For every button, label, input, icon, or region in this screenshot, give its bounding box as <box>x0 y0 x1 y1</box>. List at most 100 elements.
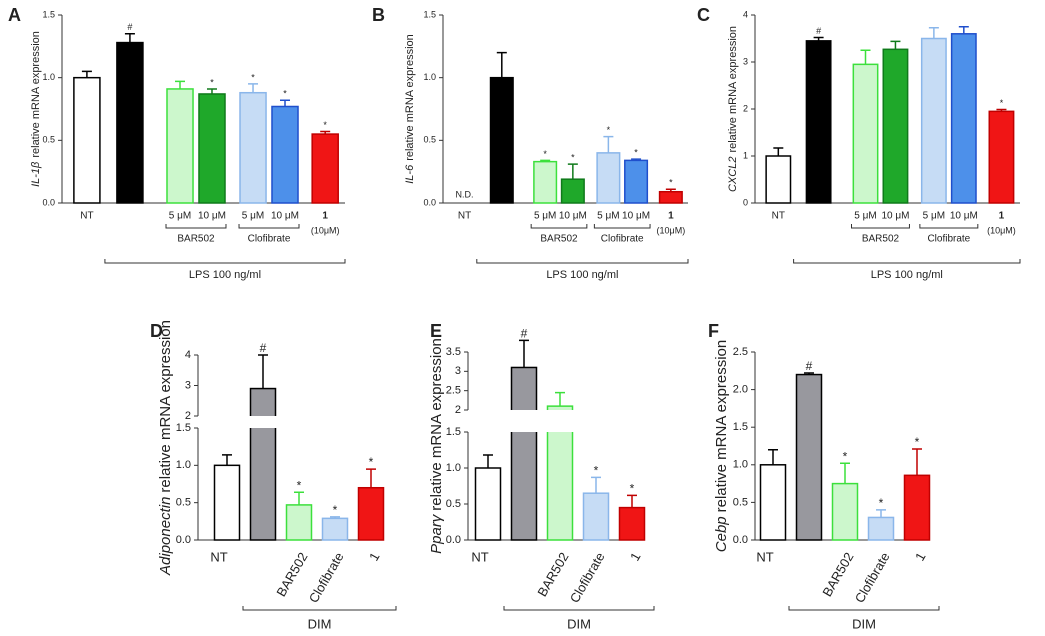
error-bar <box>555 391 565 407</box>
x-tick-label: 5 μM <box>923 211 945 222</box>
x-tick-label: 1 <box>999 211 1005 222</box>
y-tick-label: 1.5 <box>446 426 461 438</box>
y-tick-label: 0.0 <box>446 534 461 546</box>
group-bracket <box>530 224 588 229</box>
y-tick-label: 1.5 <box>733 421 748 433</box>
category-note: (10μM) <box>987 225 1016 235</box>
x-tick-label: 5 μM <box>169 211 191 222</box>
significance-marker: * <box>630 482 635 496</box>
bar <box>582 492 610 541</box>
bar <box>765 155 792 204</box>
error-bar <box>603 135 614 153</box>
y-label-gene: IL-6 <box>404 164 416 184</box>
y-label-text: relative mRNA expression <box>727 26 739 153</box>
x-tick-label: Clofibrate <box>306 550 347 606</box>
bar <box>658 190 683 204</box>
bar <box>271 105 299 204</box>
group-label: Clofibrate <box>248 234 291 245</box>
y-tick-label: 2.0 <box>733 384 748 396</box>
bar <box>357 486 385 541</box>
treatment-label: LPS 100 ng/ml <box>546 269 618 281</box>
error-bar <box>631 158 642 161</box>
error-bar <box>540 159 551 162</box>
y-label-gene: Pparγ <box>428 513 445 554</box>
y-axis-label: Cebp relative mRNA expression <box>713 340 730 552</box>
y-tick-label: 2 <box>185 410 191 422</box>
y-tick-label: 1.5 <box>42 9 55 19</box>
panel: D Adiponectin relative mRNA expression 0.0 0… <box>150 320 397 631</box>
y-tick-label: 1.0 <box>733 459 748 471</box>
treatment-bracket <box>793 259 1021 264</box>
category-note: (10μM) <box>311 225 340 235</box>
x-tick-label: 1 <box>668 211 674 222</box>
y-label-gene: IL-1β <box>30 161 42 187</box>
x-tick-label: NT <box>210 549 227 564</box>
significance-marker: * <box>607 125 611 135</box>
bar <box>533 160 558 204</box>
y-label-text: relative mRNA expression <box>404 34 416 161</box>
y-tick-label: 0.0 <box>176 534 191 546</box>
significance-marker: * <box>879 496 884 510</box>
y-tick-label: 2 <box>743 103 748 113</box>
significance-marker: * <box>283 89 287 99</box>
y-label-text: relative mRNA expression <box>30 31 42 158</box>
y-label-text: relative mRNA expression <box>713 340 730 513</box>
y-tick-label: 0.5 <box>733 496 748 508</box>
group-label: BAR502 <box>540 234 578 245</box>
treatment-bracket <box>788 606 940 611</box>
y-tick-label: 0.5 <box>446 498 461 510</box>
panel: F Cebp relative mRNA expression 0.0 0.5 1.0 1.… <box>708 321 940 631</box>
x-tick-label: 10 μM <box>559 211 587 222</box>
bar <box>474 467 502 541</box>
treatment-bracket <box>503 606 655 611</box>
bar <box>213 464 241 541</box>
x-tick-label: 5 μM <box>534 211 556 222</box>
bar <box>166 88 194 204</box>
significance-marker: * <box>843 449 848 463</box>
group-bracket <box>593 224 651 229</box>
group-bracket <box>165 224 227 229</box>
y-tick-label: 2 <box>455 404 461 416</box>
bar <box>867 516 895 541</box>
y-tick-label: 0.0 <box>423 197 436 207</box>
error-bar <box>773 147 784 156</box>
group-label: BAR502 <box>862 234 900 245</box>
bar <box>831 482 859 541</box>
error-bar <box>175 80 186 89</box>
x-tick-label: NT <box>756 549 773 564</box>
y-tick-label: 3.5 <box>446 346 461 358</box>
error-bar <box>813 36 824 41</box>
y-axis-label: Pparγ relative mRNA expression <box>428 338 445 554</box>
panel-letter: B <box>372 5 385 25</box>
panel: A IL-1β relative mRNA expression 0.0 0.5 1.0 1… <box>8 5 346 281</box>
bar <box>198 93 226 204</box>
x-tick-label: 1 <box>322 211 328 222</box>
panel-letter: E <box>430 321 442 341</box>
y-tick-label: 0.0 <box>733 534 748 546</box>
error-bar <box>81 70 92 78</box>
error-bar <box>627 494 637 508</box>
significance-marker: * <box>634 148 638 158</box>
group-label: BAR502 <box>177 234 215 245</box>
x-tick-label: 5 μM <box>242 211 264 222</box>
panel-letter: D <box>150 321 163 341</box>
error-bar <box>860 49 871 65</box>
y-tick-label: 2.5 <box>446 385 461 397</box>
x-tick-label: NT <box>80 211 93 222</box>
bar <box>560 178 585 204</box>
x-tick-label: Clofibrate <box>852 550 893 606</box>
x-tick-label: NT <box>471 549 488 564</box>
bar <box>920 37 947 204</box>
x-tick-label: 10 μM <box>271 211 299 222</box>
bar <box>988 110 1015 204</box>
x-tick-label: BAR502 <box>273 550 310 599</box>
y-label-text: relative mRNA expression <box>428 338 445 511</box>
error-bar <box>890 40 901 50</box>
x-tick-label: 1 <box>366 550 383 564</box>
error-bar <box>876 509 886 518</box>
bar <box>624 159 649 204</box>
bar <box>116 41 144 204</box>
error-bar <box>222 454 232 466</box>
